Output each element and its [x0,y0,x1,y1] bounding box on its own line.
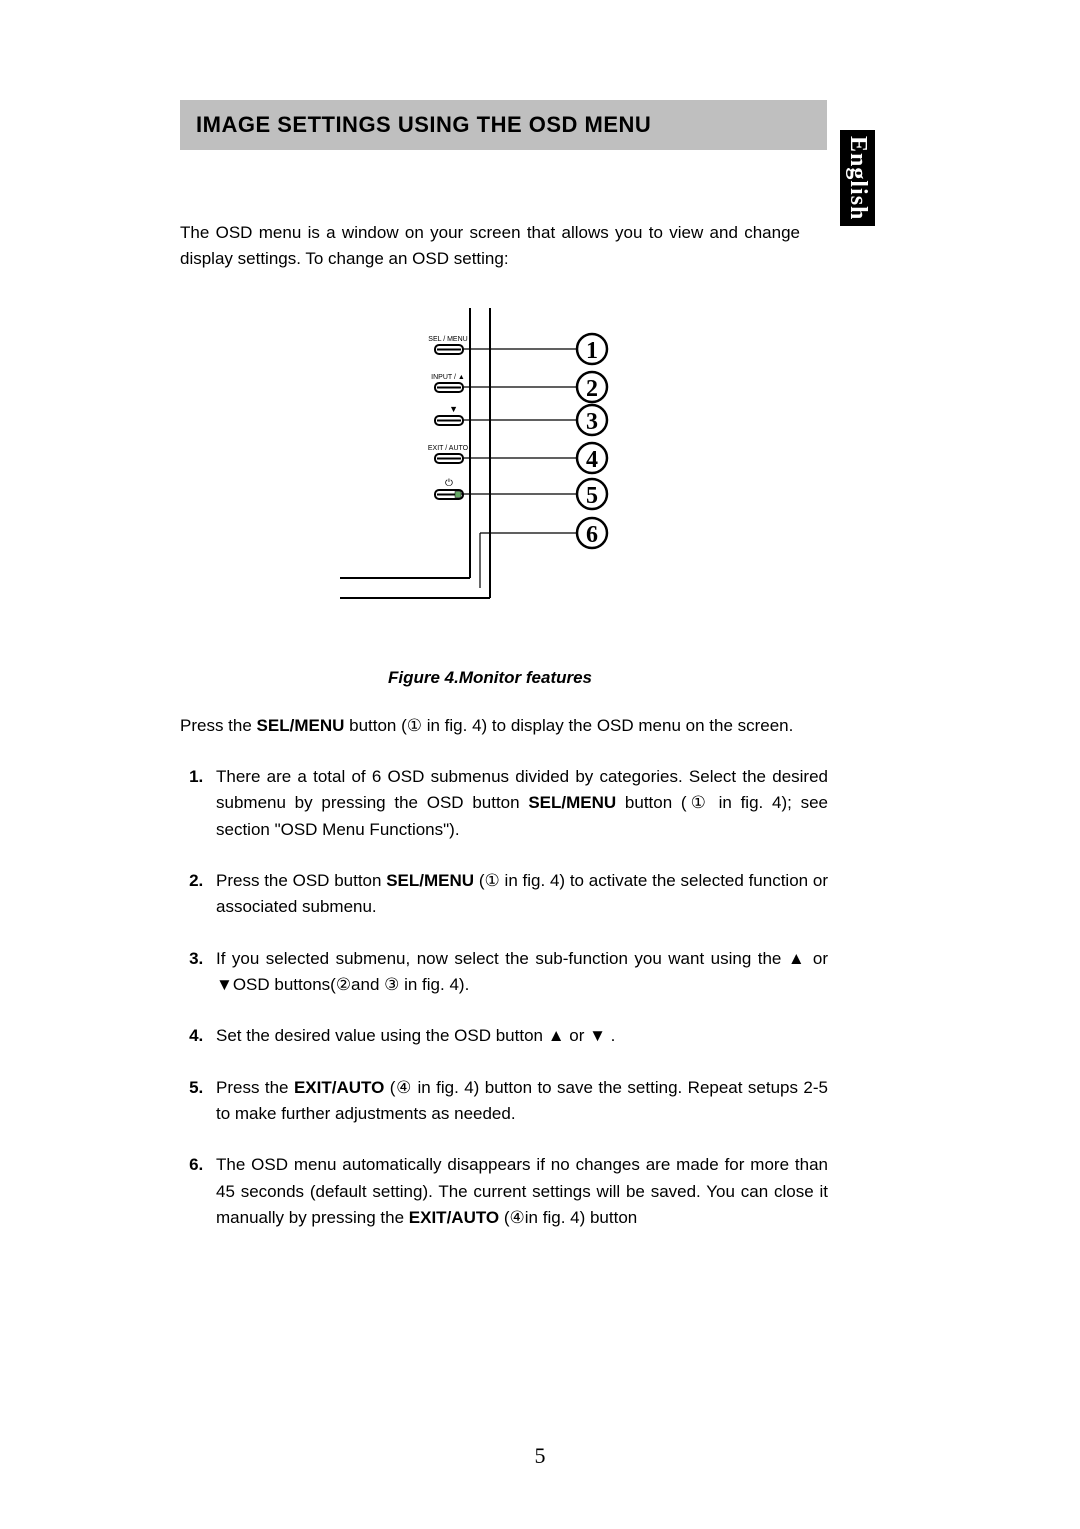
step-5: Press the EXIT/AUTO (④ in fig. 4) button… [208,1075,828,1128]
svg-text:2: 2 [586,376,598,402]
page: English IMAGE SETTINGS USING THE OSD MEN… [0,0,1080,1529]
button-label-3: ▼ [449,404,458,414]
button-label-4: EXIT / AUTO [428,445,469,452]
svg-text:6: 6 [586,522,598,548]
press-pre: Press the [180,716,257,735]
press-post: button (① in fig. 4) to display the OSD … [344,716,793,735]
callout-2: 2 [577,372,607,402]
press-line: Press the SEL/MENU button (① in fig. 4) … [180,713,800,739]
svg-text:5: 5 [586,483,598,509]
steps-list: There are a total of 6 OSD submenus divi… [180,764,828,1231]
callout-1: 1 [577,334,607,364]
callout-4: 4 [577,443,607,473]
step-4: Set the desired value using the OSD butt… [208,1023,828,1049]
svg-text:1: 1 [586,338,598,364]
callout-3: 3 [577,405,607,435]
step-6: The OSD menu automatically disappears if… [208,1152,828,1231]
callout-5: 5 [577,479,607,509]
figure-caption: Figure 4.Monitor features [180,668,800,688]
intro-paragraph: The OSD menu is a window on your screen … [180,220,800,273]
press-bold: SEL/MENU [257,716,345,735]
step-3: If you selected submenu, now select the … [208,946,828,999]
page-number: 5 [0,1443,1080,1469]
page-heading: IMAGE SETTINGS USING THE OSD MENU [180,100,827,150]
button-label-1: SEL / MENU [428,336,467,343]
svg-text:4: 4 [586,447,598,473]
svg-text:3: 3 [586,409,598,435]
power-icon: ⏻ [445,478,453,489]
button-label-2: INPUT / ▲ [431,374,465,381]
callout-6: 6 [577,518,607,548]
step-1: There are a total of 6 OSD submenus divi… [208,764,828,843]
step-2: Press the OSD button SEL/MENU (① in fig.… [208,868,828,921]
language-tab: English [840,130,875,226]
figure-diagram: SEL / MENU INPUT / ▲ ▼ EXIT / AUTO ⏻ [180,308,800,633]
